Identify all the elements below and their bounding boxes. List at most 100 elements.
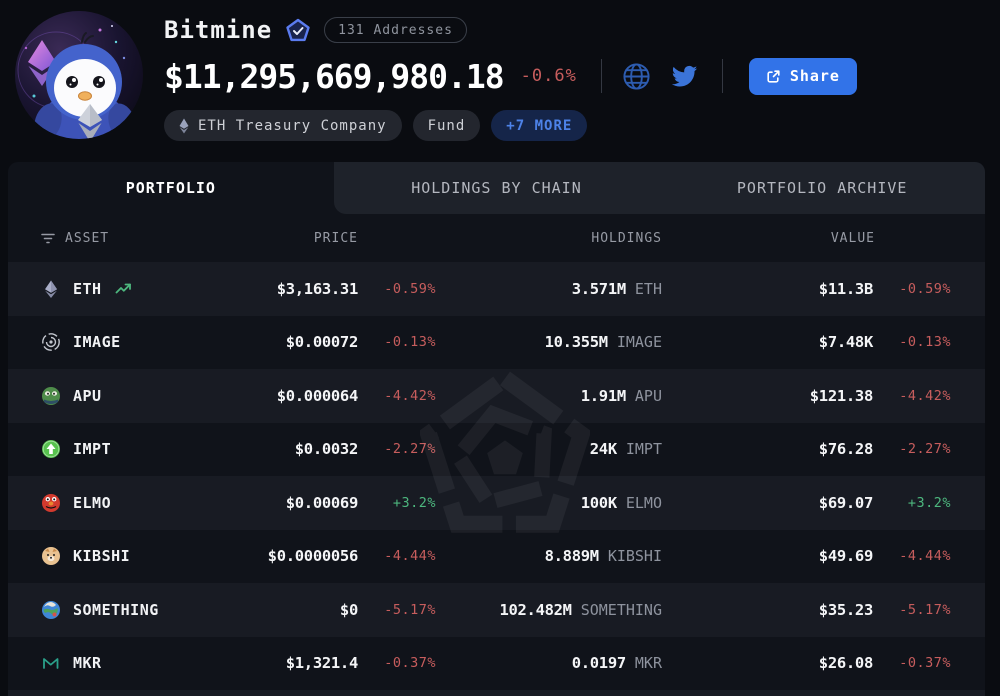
holdings-amount: 10.355M xyxy=(544,333,609,352)
asset-value: $76.28 xyxy=(818,440,874,459)
holdings-unit: ETH xyxy=(634,279,662,298)
asset-value: $7.48K xyxy=(818,333,874,352)
holdings-unit: IMAGE xyxy=(616,333,662,352)
asset-price: $0.000064 xyxy=(276,386,359,405)
price-change: +3.2% xyxy=(392,494,436,511)
profile-header: Bitmine 131 Addresses $11,295,669,980.18… xyxy=(0,0,1000,153)
column-value: VALUE xyxy=(830,230,875,246)
impt-token-icon xyxy=(40,439,61,460)
tag-row: ETH Treasury Company Fund +7 MORE xyxy=(164,110,857,141)
asset-symbol: KIBSHI xyxy=(73,547,131,566)
tab-holdings-by-chain[interactable]: HOLDINGS BY CHAIN xyxy=(333,162,660,214)
apu-token-icon xyxy=(40,385,61,406)
asset-symbol: SOMETHING xyxy=(73,600,159,619)
divider xyxy=(600,59,602,93)
asset-price: $0.0000056 xyxy=(267,547,359,566)
addresses-badge[interactable]: 131 Addresses xyxy=(324,17,467,43)
value-change: -0.59% xyxy=(899,280,951,297)
tab-portfolio[interactable]: PORTFOLIO xyxy=(125,179,216,197)
holdings-amount: 3.571M xyxy=(571,279,627,298)
value-row: $11,295,669,980.18 -0.6% xyxy=(164,54,857,98)
table-header: ASSET PRICE HOLDINGS VALUE xyxy=(8,214,985,262)
value-change: +3.2% xyxy=(907,494,951,511)
table-row[interactable]: IMAGE $0.00072 -0.13% 10.355M IMAGE $7.4… xyxy=(8,316,985,370)
website-globe-icon[interactable] xyxy=(622,62,651,91)
mkr-token-icon xyxy=(40,653,61,674)
holdings-amount: 8.889M xyxy=(544,547,600,566)
value-change: -4.42% xyxy=(899,387,951,404)
divider xyxy=(721,59,723,93)
holdings-unit: ELMO xyxy=(625,493,662,512)
portfolio-panel: PORTFOLIO HOLDINGS BY CHAIN PORTFOLIO ARCH… xyxy=(8,162,985,696)
verified-badge-icon xyxy=(285,18,311,44)
holdings-unit: KIBSHI xyxy=(607,547,662,566)
price-change: -0.13% xyxy=(384,334,436,351)
asset-value: $69.07 xyxy=(818,493,874,512)
table-row[interactable]: APU $0.000064 -4.42% 1.91M APU $121.38 -… xyxy=(8,369,985,423)
price-change: -2.27% xyxy=(384,441,436,458)
total-change: -0.6% xyxy=(520,66,577,86)
asset-price: $0.00069 xyxy=(285,493,359,512)
holdings-amount: 24K xyxy=(589,440,617,459)
tag-label: Fund xyxy=(427,117,466,134)
holdings-unit: APU xyxy=(634,386,662,405)
something-token-icon xyxy=(40,599,61,620)
asset-symbol: ETH xyxy=(73,279,102,298)
tag--7-more[interactable]: +7 MORE xyxy=(491,110,588,141)
price-change: -4.42% xyxy=(384,387,436,404)
value-change: -4.44% xyxy=(899,548,951,565)
tag-eth-treasury-company[interactable]: ETH Treasury Company xyxy=(164,110,402,141)
kibshi-token-icon xyxy=(40,546,61,567)
holdings-amount: 1.91M xyxy=(580,386,626,405)
asset-symbol: MKR xyxy=(73,654,102,673)
column-price: PRICE xyxy=(313,230,358,246)
value-change: -5.17% xyxy=(899,601,951,618)
tabs: PORTFOLIO HOLDINGS BY CHAIN PORTFOLIO ARCH… xyxy=(8,162,985,214)
table-row[interactable]: SOMETHING $0 -5.17% 102.482M SOMETHING $… xyxy=(8,583,985,637)
avatar xyxy=(12,8,146,142)
share-button[interactable]: Share xyxy=(748,57,857,95)
price-change: -5.17% xyxy=(384,601,436,618)
column-holdings: HOLDINGS xyxy=(591,230,662,246)
price-change: -0.59% xyxy=(384,280,436,297)
price-change: -4.44% xyxy=(384,548,436,565)
value-change: -0.37% xyxy=(899,655,951,672)
table-row[interactable]: KIBSHI $0.0000056 -4.44% 8.889M KIBSHI $… xyxy=(8,530,985,584)
asset-price: $0.00072 xyxy=(285,333,359,352)
asset-value: $49.69 xyxy=(818,547,874,566)
asset-price: $3,163.31 xyxy=(276,279,359,298)
table-row[interactable]: ELMO $0.00069 +3.2% 100K ELMO $69.07 +3.… xyxy=(8,476,985,530)
asset-value: $35.23 xyxy=(818,600,874,619)
title-row: Bitmine 131 Addresses xyxy=(164,13,857,47)
holdings-amount: 100K xyxy=(580,493,617,512)
asset-symbol: ELMO xyxy=(73,493,112,512)
table-row[interactable]: ETH $3,163.31 -0.59% 3.571M ETH $11.3B -… xyxy=(8,262,985,316)
tag-label: ETH Treasury Company xyxy=(198,117,387,134)
trend-up-icon xyxy=(115,282,132,295)
twitter-icon[interactable] xyxy=(671,63,698,90)
image-token-icon xyxy=(40,332,61,353)
share-button-label: Share xyxy=(789,67,840,85)
asset-value: $11.3B xyxy=(818,279,874,298)
asset-value: $121.38 xyxy=(809,386,874,405)
asset-symbol: IMAGE xyxy=(73,333,121,352)
asset-symbol: APU xyxy=(73,386,102,405)
table-row[interactable]: IMPT $0.0032 -2.27% 24K IMPT $76.28 -2.2… xyxy=(8,423,985,477)
holdings-amount: 102.482M xyxy=(499,600,572,619)
asset-value: $26.08 xyxy=(818,654,874,673)
page-title: Bitmine xyxy=(164,16,273,44)
tab-portfolio-archive[interactable]: PORTFOLIO ARCHIVE xyxy=(659,162,985,214)
elmo-token-icon xyxy=(40,492,61,513)
table-row[interactable]: MKR $1,321.4 -0.37% 0.0197 MKR $26.08 -0… xyxy=(8,637,985,691)
asset-symbol: IMPT xyxy=(73,440,112,459)
asset-price: $0 xyxy=(339,600,358,619)
tag-fund[interactable]: Fund xyxy=(412,110,481,141)
asset-price: $0.0032 xyxy=(294,440,359,459)
external-link-icon xyxy=(766,69,781,84)
next-row-sliver xyxy=(8,690,985,696)
eth-diamond-icon xyxy=(179,118,189,134)
value-change: -2.27% xyxy=(899,441,951,458)
column-asset: ASSET xyxy=(65,230,110,246)
tag-label: +7 MORE xyxy=(506,117,573,134)
filter-icon[interactable] xyxy=(40,232,56,245)
